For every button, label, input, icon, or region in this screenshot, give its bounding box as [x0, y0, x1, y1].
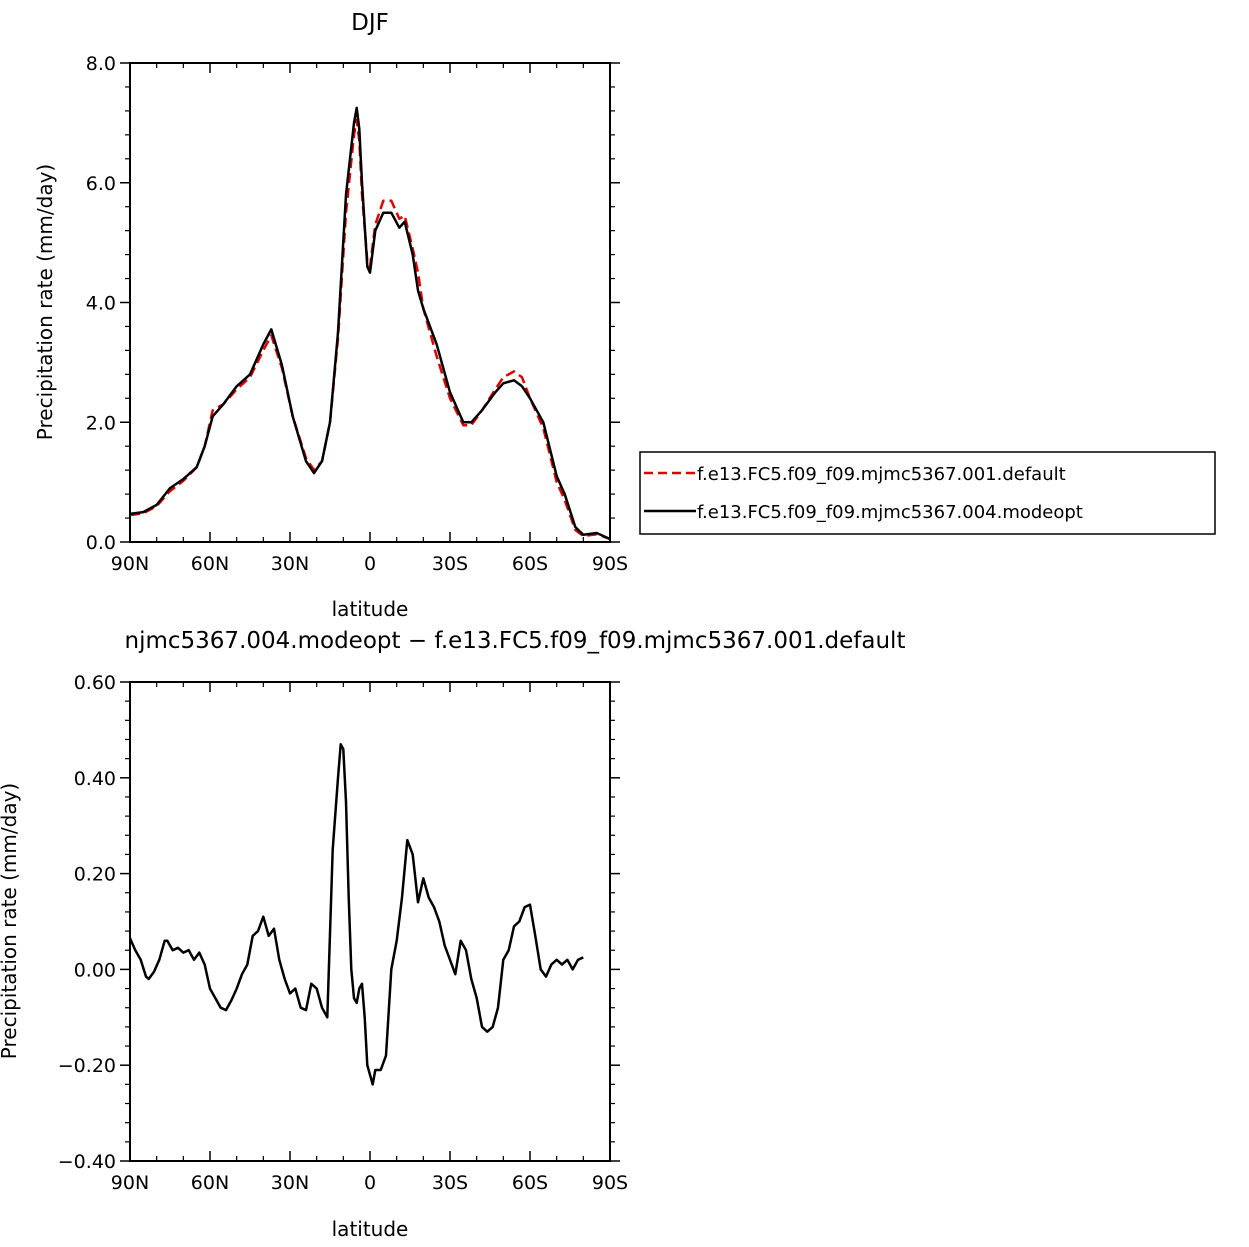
bottom-title: njmc5367.004.modeopt − f.e13.FC5.f09_f09…	[125, 628, 906, 654]
bottom-y-tick-label: −0.20	[58, 1055, 116, 1077]
legend-label-default: f.e13.FC5.f09_f09.mjmc5367.001.default	[697, 464, 1066, 485]
bottom-x-tick-label: 30N	[271, 1172, 309, 1194]
top-grid-ticks: 90N 60N 30N 0 30S 60S 90S 0.0 2.0 4.0 6.0 8.0	[86, 53, 628, 575]
top-series	[129, 106, 611, 541]
bottom-x-tick-label: 60N	[191, 1172, 229, 1194]
bottom-ylabel: Precipitation rate (mm/day)	[0, 783, 21, 1059]
top-x-tick-label: 30N	[271, 553, 309, 575]
bottom-y-tick-label: 0.20	[74, 864, 116, 886]
bottom-xlabel: latitude	[332, 1217, 409, 1241]
top-y-tick-label: 2.0	[86, 412, 116, 434]
top-panel: DJF 90N 60N 30N 0 30S 60S 90S 0.0 2.0 4.0 6.0 8.0 l…	[33, 10, 1216, 621]
top-x-tick-label: 60S	[512, 553, 548, 575]
bottom-panel: njmc5367.004.modeopt − f.e13.FC5.f09_f09…	[0, 628, 905, 1241]
bottom-x-tick-label: 90S	[592, 1172, 628, 1194]
top-series-line-1	[129, 118, 611, 541]
bottom-y-tick-label: 0.60	[74, 672, 116, 694]
top-x-tick-label: 90N	[111, 553, 149, 575]
legend-label-modeopt: f.e13.FC5.f09_f09.mjmc5367.004.modeopt	[697, 502, 1083, 523]
bottom-y-tick-label: 0.00	[74, 959, 116, 981]
top-y-tick-label: 0.0	[86, 532, 116, 554]
bottom-x-tick-label: 30S	[432, 1172, 468, 1194]
top-x-tick-label: 60N	[191, 553, 229, 575]
bottom-x-tick-label: 60S	[512, 1172, 548, 1194]
top-x-tick-label: 30S	[432, 553, 468, 575]
bottom-y-tick-label: 0.40	[74, 768, 116, 790]
top-plot-frame	[129, 62, 611, 543]
bottom-series-line-1	[128, 743, 584, 1086]
bottom-plot-frame	[129, 681, 611, 1162]
top-x-tick-label: 0	[364, 553, 376, 575]
top-y-tick-label: 6.0	[86, 173, 116, 195]
bottom-x-tick-label: 0	[364, 1172, 376, 1194]
top-series-line-2	[129, 106, 611, 541]
top-ylabel: Precipitation rate (mm/day)	[33, 164, 57, 440]
bottom-x-tick-label: 90N	[111, 1172, 149, 1194]
bottom-series	[128, 743, 584, 1086]
legend-box	[639, 451, 1216, 535]
top-y-tick-label: 8.0	[86, 53, 116, 75]
top-x-tick-label: 90S	[592, 553, 628, 575]
legend: f.e13.FC5.f09_f09.mjmc5367.001.default f…	[639, 451, 1216, 535]
top-xlabel: latitude	[332, 597, 409, 621]
bottom-y-tick-label: −0.40	[58, 1151, 116, 1173]
top-title: DJF	[351, 10, 389, 36]
bottom-grid-ticks: 90N 60N 30N 0 30S 60S 90S −0.40 −0.20 0.00 0.20 0.4…	[58, 672, 628, 1194]
top-y-tick-label: 4.0	[86, 293, 116, 315]
